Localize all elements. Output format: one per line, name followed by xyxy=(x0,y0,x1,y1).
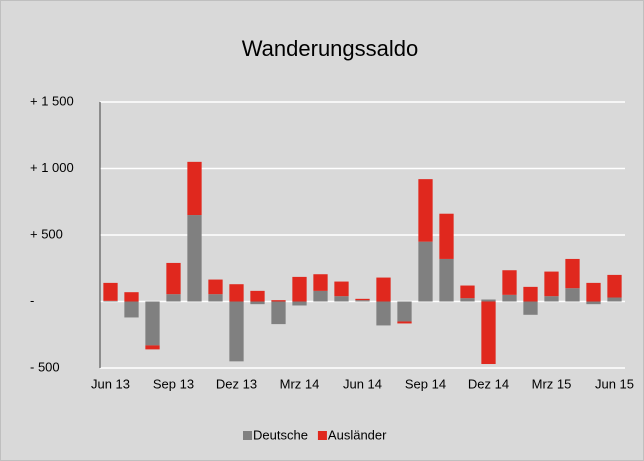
bar xyxy=(334,296,349,302)
bar xyxy=(586,301,601,305)
bar xyxy=(313,290,328,302)
bar xyxy=(502,270,517,295)
bar xyxy=(418,179,433,242)
bar xyxy=(229,301,244,362)
bar xyxy=(334,281,349,297)
bar xyxy=(103,300,118,302)
bar xyxy=(460,298,475,302)
legend-swatch xyxy=(317,431,327,440)
bar xyxy=(481,299,496,302)
y-tick-label: + 500 xyxy=(30,226,63,241)
y-tick-label: + 1 000 xyxy=(30,160,74,175)
bar xyxy=(397,321,412,324)
bar xyxy=(292,301,307,306)
bar xyxy=(271,300,286,302)
bar xyxy=(166,262,181,295)
x-tick-label: Dez 14 xyxy=(468,376,509,391)
x-tick-label: Mrz 15 xyxy=(532,376,572,391)
legend-label: Deutsche xyxy=(253,427,308,442)
bar xyxy=(376,301,391,326)
x-tick-label: Sep 13 xyxy=(153,376,194,391)
bar xyxy=(250,301,265,305)
bar xyxy=(376,277,391,302)
bar xyxy=(439,213,454,259)
bar xyxy=(607,274,622,298)
bar xyxy=(250,290,265,302)
x-tick-label: Mrz 14 xyxy=(280,376,320,391)
bar xyxy=(355,300,370,302)
bar xyxy=(397,301,412,322)
bar xyxy=(502,294,517,302)
bar xyxy=(313,274,328,291)
x-tick-label: Jun 15 xyxy=(595,376,634,391)
bar xyxy=(439,258,454,302)
y-tick-label: - xyxy=(30,293,34,308)
bar xyxy=(607,297,622,302)
y-tick-label: + 1 500 xyxy=(30,93,74,108)
x-tick-label: Jun 13 xyxy=(91,376,130,391)
bar xyxy=(418,241,433,302)
bar xyxy=(145,301,160,346)
bar xyxy=(544,296,559,302)
bar xyxy=(460,285,475,299)
bar xyxy=(523,301,538,315)
y-tick-label: - 500 xyxy=(30,359,60,374)
bar xyxy=(544,271,559,297)
legend-label: Ausländer xyxy=(328,427,387,442)
bar xyxy=(103,282,118,301)
bar xyxy=(565,258,580,289)
bar xyxy=(523,286,538,302)
bar xyxy=(208,279,223,295)
bar xyxy=(292,276,307,302)
bar xyxy=(187,161,202,216)
bar xyxy=(271,301,286,325)
legend-swatch xyxy=(243,431,252,440)
bar xyxy=(208,294,223,302)
bar xyxy=(229,284,244,302)
bar xyxy=(355,298,370,301)
bar xyxy=(166,294,181,302)
x-tick-label: Dez 13 xyxy=(216,376,257,391)
bar xyxy=(124,292,139,302)
bar xyxy=(586,282,601,302)
bar xyxy=(145,345,160,350)
bar xyxy=(187,215,202,302)
bar xyxy=(481,301,496,365)
bar xyxy=(565,288,580,302)
x-tick-label: Sep 14 xyxy=(405,376,446,391)
chart-title: Wanderungssaldo xyxy=(242,36,419,61)
bar xyxy=(124,301,139,318)
x-tick-label: Jun 14 xyxy=(343,376,382,391)
